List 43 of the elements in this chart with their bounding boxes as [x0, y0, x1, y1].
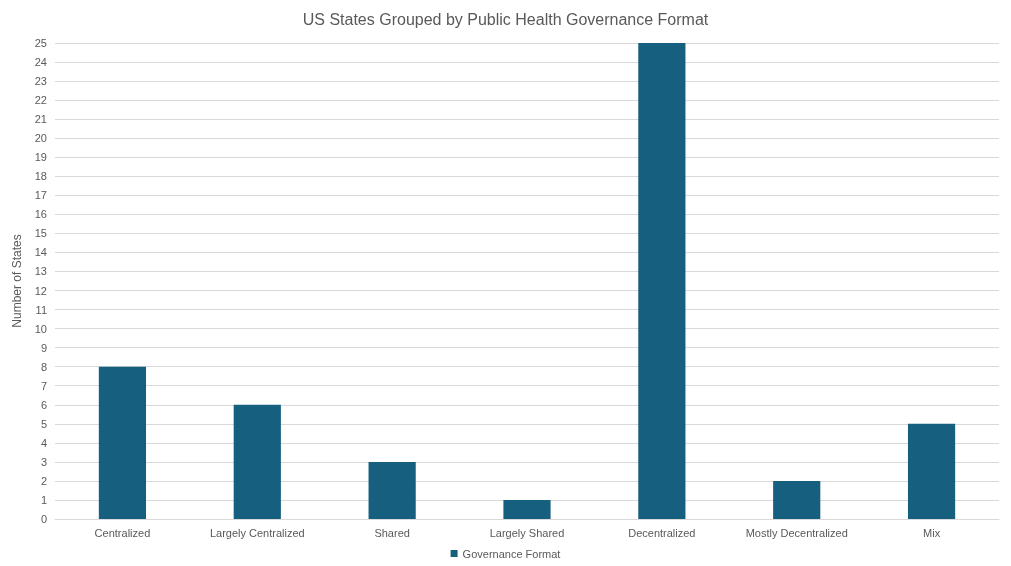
x-tick-label: Largely Centralized [209, 526, 305, 539]
y-tick-label: 20 [34, 132, 47, 145]
legend-label: Governance Format [462, 547, 561, 560]
y-tick-label: 23 [34, 75, 47, 88]
y-tick-label: 13 [34, 265, 47, 278]
y-tick-label: 24 [34, 56, 47, 69]
y-tick-label: 21 [34, 113, 47, 126]
y-axis-title: Number of States [10, 234, 24, 328]
x-tick-label: Largely Shared [489, 526, 565, 539]
y-tick-label: 17 [34, 189, 47, 202]
y-tick-label: 22 [34, 94, 47, 107]
bar [638, 43, 686, 519]
y-tick-label: 10 [34, 322, 47, 335]
chart-title: US States Grouped by Public Health Governance Format [302, 10, 709, 28]
bar [233, 404, 281, 519]
y-tick-label: 12 [34, 284, 47, 297]
y-tick-label: 16 [34, 208, 47, 221]
y-tick-label: 19 [34, 151, 47, 164]
bar [773, 480, 821, 519]
y-tick-label: 1 [40, 493, 47, 506]
x-tick-label: Mix [923, 526, 941, 539]
y-tick-label: 8 [40, 360, 47, 373]
x-tick-label: Decentralized [628, 526, 696, 539]
bar [368, 461, 416, 519]
y-tick-label: 4 [40, 436, 47, 449]
y-tick-label: 18 [34, 170, 47, 183]
y-tick-label: 0 [40, 513, 47, 525]
bar [907, 423, 956, 519]
bar [98, 366, 147, 519]
x-tick-label: Mostly Decentralized [745, 526, 848, 539]
bar [503, 499, 551, 519]
y-tick-label: 11 [35, 303, 47, 316]
y-tick-label: 9 [40, 341, 47, 354]
y-tick-label: 5 [40, 417, 47, 430]
x-tick-label: Centralized [94, 526, 151, 539]
y-tick-label: 15 [34, 227, 47, 240]
y-tick-label: 6 [40, 398, 47, 411]
y-tick-label: 7 [40, 379, 47, 392]
y-tick-label: 14 [34, 246, 47, 259]
x-tick-label: Shared [374, 526, 410, 539]
y-tick-label: 2 [40, 474, 47, 487]
y-tick-label: 25 [34, 37, 47, 49]
y-tick-label: 3 [40, 455, 47, 468]
